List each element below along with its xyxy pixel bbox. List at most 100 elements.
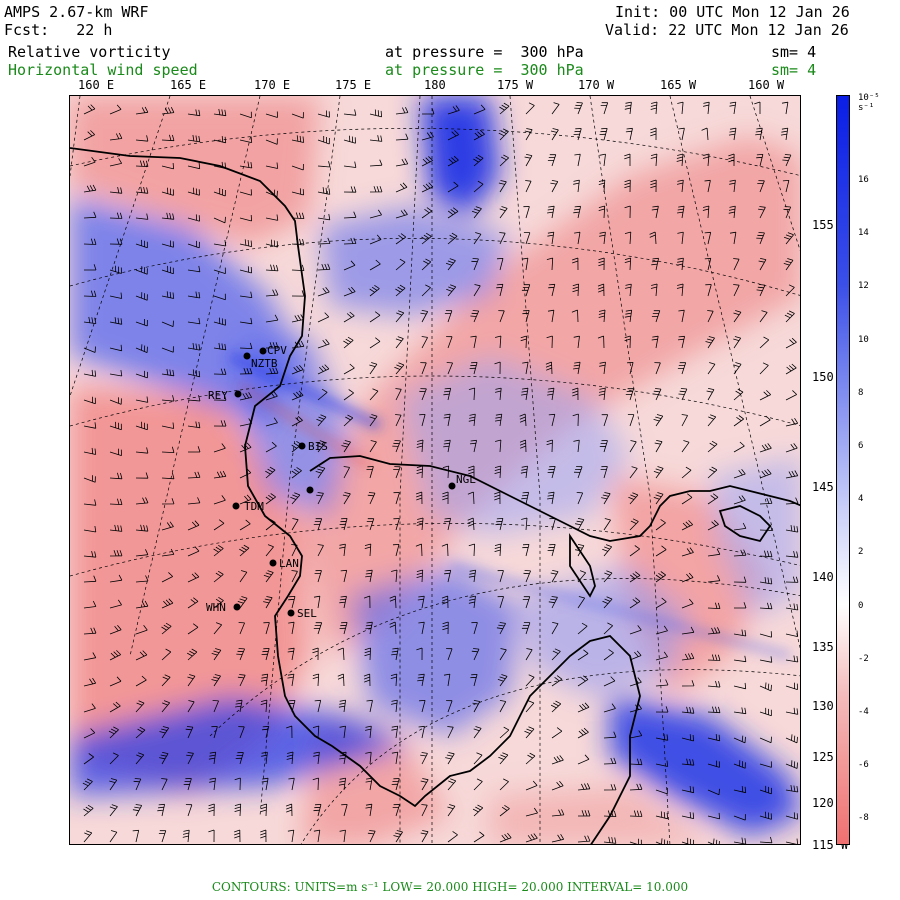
wind-barb [759, 682, 772, 692]
wind-barb [234, 803, 242, 817]
wind-barb [341, 804, 348, 817]
wind-barb [313, 595, 321, 609]
wind-barb [369, 414, 378, 427]
wind-barb [291, 212, 305, 219]
colorbar-tick-label: 8 [858, 387, 864, 398]
wind-barb [446, 284, 457, 297]
wind-barb [317, 544, 324, 557]
colorbar-units: 10⁻⁵ s⁻¹ [858, 93, 880, 113]
colorbar-tick-label: 2 [858, 547, 864, 558]
wind-barb [785, 838, 799, 844]
wind-barb [422, 108, 435, 115]
wind-barb [655, 651, 668, 661]
wind-barb [291, 340, 305, 349]
wind-barb [135, 421, 148, 431]
wind-barb [785, 682, 798, 690]
wind-barb [759, 736, 772, 744]
wind-barb [702, 205, 710, 219]
wind-barb [551, 727, 563, 739]
wind-barb [629, 545, 640, 557]
wind-barb [161, 107, 175, 115]
wind-barb [759, 785, 772, 795]
wind-barb [364, 647, 371, 661]
colorbar-tick-label: 4 [858, 494, 864, 505]
wind-barb [265, 417, 278, 427]
wind-barb [759, 468, 772, 479]
wind-barb [265, 441, 277, 453]
wind-barb [391, 725, 399, 739]
wind-barb [733, 336, 742, 349]
wind-barb [288, 621, 295, 635]
wind-barb [551, 755, 564, 765]
wind-barb [676, 153, 684, 167]
wind-barb [391, 778, 400, 791]
wind-barb [213, 622, 223, 635]
wind-barb [291, 570, 298, 583]
wind-barb [415, 543, 423, 557]
wind-barb [494, 361, 501, 375]
wind-barb [208, 803, 215, 817]
wind-barb [212, 700, 219, 713]
wind-barb [213, 519, 225, 531]
wind-barb [602, 596, 613, 609]
wind-barb [109, 599, 122, 609]
wind-barb [369, 209, 382, 219]
wind-barb [577, 783, 591, 791]
wind-barb [651, 257, 659, 271]
wind-barb [418, 725, 425, 739]
wind-barb [707, 548, 721, 557]
wind-barb [135, 266, 148, 275]
wind-barb [547, 205, 555, 219]
wind-barb [707, 520, 719, 531]
wind-barb [83, 447, 97, 455]
wind-barb [468, 569, 476, 583]
wind-barb [109, 212, 123, 219]
wind-barb [161, 291, 175, 299]
wind-barb [548, 596, 558, 609]
wind-barb [577, 754, 590, 765]
wind-barb [446, 700, 453, 713]
wind-barb [447, 726, 454, 739]
wind-barb [420, 830, 429, 843]
wind-barb [705, 284, 712, 297]
wind-barb [213, 544, 224, 557]
lon-label-160w: 160 W [748, 78, 785, 92]
wind-barb [524, 726, 535, 739]
wind-barb [442, 621, 449, 635]
wind-barb [471, 648, 480, 661]
wind-barb [317, 237, 331, 245]
wind-barb [239, 544, 250, 557]
wind-barb [577, 622, 588, 635]
wind-barb [551, 833, 565, 843]
wind-barb [161, 598, 174, 609]
wind-barb [208, 751, 217, 765]
wind-barb [83, 369, 97, 377]
wind-barb [135, 675, 147, 687]
wind-barb [187, 291, 201, 299]
wind-barb [499, 778, 509, 791]
wind-barb [265, 289, 279, 297]
colorbar-tick-label: -4 [858, 707, 869, 717]
wind-barb [211, 726, 218, 739]
wind-barb [650, 101, 658, 115]
wind-barb [729, 101, 737, 115]
wind-barb [395, 336, 404, 349]
wind-barb [187, 520, 200, 531]
wind-barb [733, 707, 747, 715]
wind-barb [187, 317, 201, 325]
wind-barb [83, 551, 97, 558]
wind-barb [519, 413, 527, 427]
wind-barb [367, 830, 376, 843]
wind-barb [783, 232, 794, 245]
wind-barb [393, 492, 400, 505]
wind-barb [213, 368, 227, 375]
wind-barb [239, 570, 248, 583]
wind-barb [681, 706, 695, 714]
wind-barb [706, 388, 715, 401]
wind-barb [652, 388, 662, 401]
wind-barb [521, 284, 531, 297]
wind-barb [314, 570, 322, 583]
wind-barb [265, 214, 279, 221]
wind-barb [83, 728, 96, 739]
wind-barb [183, 778, 192, 791]
